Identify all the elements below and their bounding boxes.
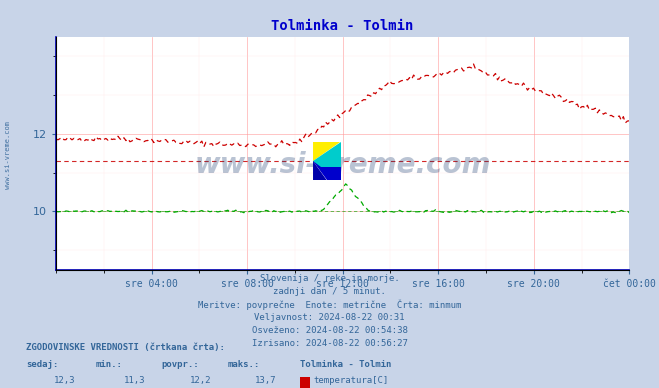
Text: 12,2: 12,2 — [189, 376, 211, 385]
Text: temperatura[C]: temperatura[C] — [313, 376, 388, 385]
Text: ZGODOVINSKE VREDNOSTI (črtkana črta):: ZGODOVINSKE VREDNOSTI (črtkana črta): — [26, 343, 225, 352]
Polygon shape — [313, 161, 341, 168]
Text: povpr.:: povpr.: — [161, 360, 199, 369]
Text: Osveženo: 2024-08-22 00:54:38: Osveženo: 2024-08-22 00:54:38 — [252, 326, 407, 335]
Polygon shape — [313, 142, 341, 161]
Polygon shape — [313, 142, 341, 161]
Polygon shape — [313, 161, 341, 180]
Text: sedaj:: sedaj: — [26, 360, 59, 369]
Text: 13,7: 13,7 — [255, 376, 277, 385]
Title: Tolminka - Tolmin: Tolminka - Tolmin — [272, 19, 414, 33]
Text: maks.:: maks.: — [227, 360, 260, 369]
Text: Veljavnost: 2024-08-22 00:31: Veljavnost: 2024-08-22 00:31 — [254, 313, 405, 322]
Text: Meritve: povprečne  Enote: metrične  Črta: minmum: Meritve: povprečne Enote: metrične Črta:… — [198, 300, 461, 310]
Text: 12,3: 12,3 — [54, 376, 76, 385]
Text: zadnji dan / 5 minut.: zadnji dan / 5 minut. — [273, 287, 386, 296]
Text: Slovenija / reke in morje.: Slovenija / reke in morje. — [260, 274, 399, 282]
Text: Tolminka - Tolmin: Tolminka - Tolmin — [300, 360, 391, 369]
Text: Izrisano: 2024-08-22 00:56:27: Izrisano: 2024-08-22 00:56:27 — [252, 340, 407, 348]
Text: www.si-vreme.com: www.si-vreme.com — [5, 121, 11, 189]
Text: min.:: min.: — [96, 360, 123, 369]
Polygon shape — [313, 161, 327, 180]
Text: www.si-vreme.com: www.si-vreme.com — [194, 151, 491, 179]
Text: 11,3: 11,3 — [123, 376, 145, 385]
